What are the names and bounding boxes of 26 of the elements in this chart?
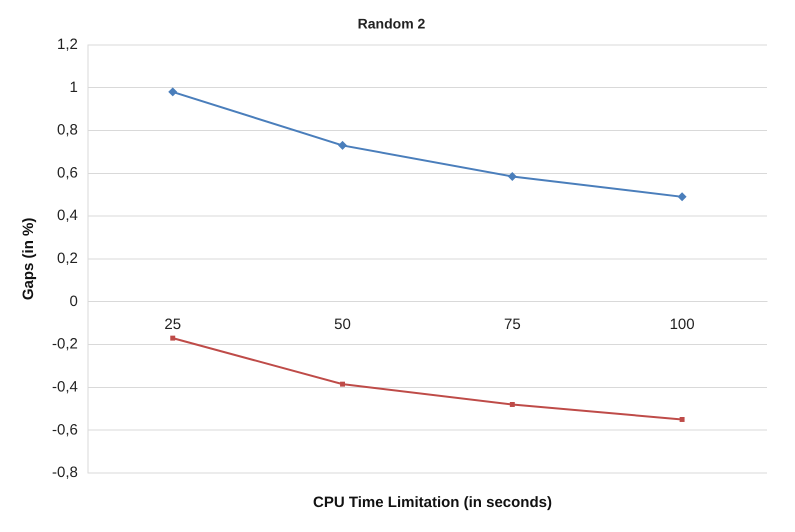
point <box>340 382 346 387</box>
y-axis-title: Gaps (in %) <box>20 218 38 300</box>
y-tick-label: 0 <box>70 292 78 310</box>
x-tick-label: 25 <box>164 316 182 333</box>
y-tick-label: 1,2 <box>56 36 78 53</box>
point <box>510 402 515 407</box>
point <box>338 140 348 150</box>
x-tick-label: 50 <box>334 316 351 333</box>
x-axis-title: CPU Time Limitation (in seconds) <box>312 494 553 511</box>
x-tick-label: 100 <box>670 316 695 333</box>
point <box>678 192 687 202</box>
chart-title: Random 2 <box>358 15 426 32</box>
point <box>508 172 517 181</box>
y-tick-label: 0,2 <box>56 250 78 268</box>
x-tick-label: 75 <box>504 316 521 333</box>
point <box>168 87 178 96</box>
y-tick-label: 0,6 <box>56 164 78 182</box>
point <box>680 417 685 422</box>
point <box>170 336 176 341</box>
y-tick-label: -0,4 <box>52 378 78 396</box>
y-tick-label: 0,8 <box>56 122 78 139</box>
y-tick-label: -0,2 <box>52 336 78 353</box>
y-tick-label: -0,8 <box>52 464 78 482</box>
y-tick-label: -0,6 <box>52 421 78 438</box>
y-tick-label: 0,4 <box>56 207 78 224</box>
y-tick-label: 1 <box>70 78 78 96</box>
